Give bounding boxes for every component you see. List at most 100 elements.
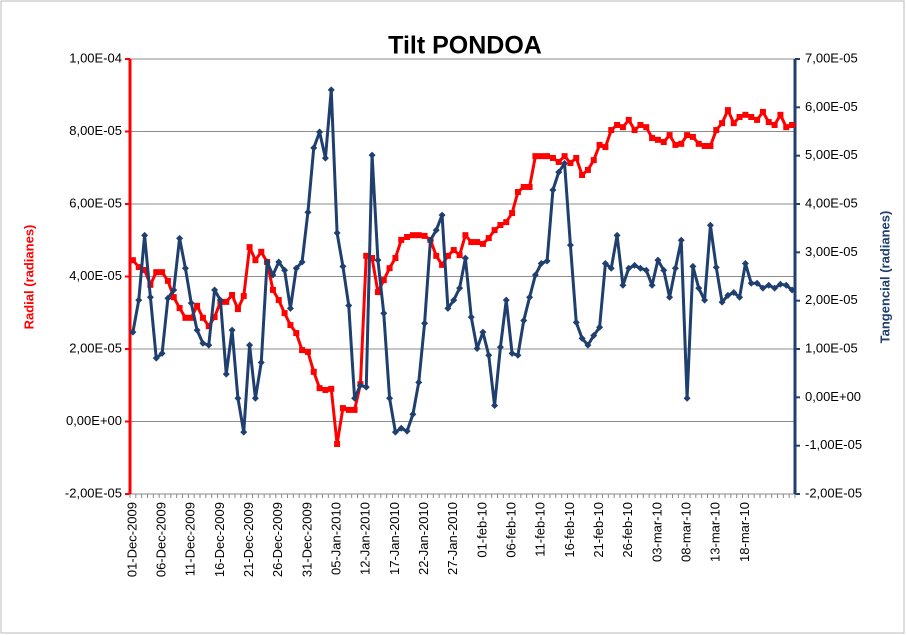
point [286,304,294,312]
point [187,299,195,307]
point [263,258,271,266]
point [322,386,329,393]
x-tick-label: 06-feb-10 [504,502,519,558]
point [625,264,633,272]
x-tick-label: 11-feb-10 [533,502,548,557]
point [677,236,685,244]
point [159,269,166,276]
y-tick-label: 6,00E-05 [69,195,122,210]
y2-tick-label: -1,00E-05 [805,437,862,452]
point [520,183,527,190]
point [619,124,626,131]
point [211,314,218,321]
point [176,305,183,312]
point [607,264,615,272]
x-tick-label: 22-Jan-2010 [416,502,431,575]
point [701,143,708,149]
point [450,247,457,254]
point [736,114,743,120]
point [287,322,294,329]
point [642,266,650,274]
point [713,127,720,134]
point [456,252,463,259]
y-tick-label: 1,00E-04 [69,50,122,65]
point [467,313,475,321]
point [252,257,259,264]
y-tick-label: 4,00E-05 [69,268,122,283]
y-tick-label: -2,00E-05 [65,485,122,500]
point [153,269,160,276]
y2-tick-label: 1,00E-05 [805,340,858,355]
point [246,341,254,349]
x-tick-label: 17-Jan-2010 [387,502,402,575]
point [421,319,429,327]
point [439,261,446,268]
x-tick-label: 03-mar-10 [649,502,664,562]
point [199,339,207,347]
point [771,121,778,128]
point [164,277,171,284]
x-tick-label: 27-Jan-2010 [445,502,460,575]
point [538,153,545,160]
point [683,394,691,402]
point [415,232,422,239]
point [748,114,755,120]
point [170,286,178,294]
point [456,284,464,292]
point [129,257,136,264]
point [450,296,458,304]
point [310,368,317,375]
point [736,293,744,301]
point [596,141,603,148]
y2-axis-title: Tangencial (radianes) [877,211,892,344]
point [129,328,137,336]
point [170,294,177,301]
point [777,111,784,118]
point [549,154,556,161]
point [602,144,609,151]
point [409,410,417,418]
x-tick-label: 01-feb-10 [474,502,489,558]
point [491,402,499,410]
x-tick-label: 16-feb-10 [562,502,577,558]
y-tick-label: 8,00E-05 [69,123,122,138]
point [392,255,399,262]
point [345,302,353,309]
point [257,359,265,367]
point [776,280,784,288]
point [578,334,586,342]
point [444,252,451,259]
point [246,244,253,251]
point [380,309,388,317]
point [561,159,569,167]
x-tick-label: 05-Jan-2010 [329,502,344,575]
point [334,440,341,447]
point [496,343,504,351]
x-tick-label: 16-Dec-2009 [212,502,227,577]
point [374,289,381,296]
point [223,298,230,305]
point [712,263,720,271]
point [391,428,399,436]
point [561,153,568,160]
x-tick-label: 01-Dec-2009 [124,502,139,577]
point [666,132,673,139]
point [695,140,702,147]
point [485,235,492,242]
point [386,394,394,402]
point [654,136,661,143]
point [689,262,697,270]
point [707,143,714,149]
chart-title: Tilt PONDOA [388,32,542,60]
y2-tick-label: 7,00E-05 [805,50,858,65]
x-tick-label: 26-Dec-2009 [270,502,285,577]
point [718,298,726,306]
point [747,279,755,287]
point [240,428,248,436]
point [584,166,591,173]
point [421,232,428,239]
point [474,239,481,246]
point [654,256,662,264]
point [788,286,796,294]
